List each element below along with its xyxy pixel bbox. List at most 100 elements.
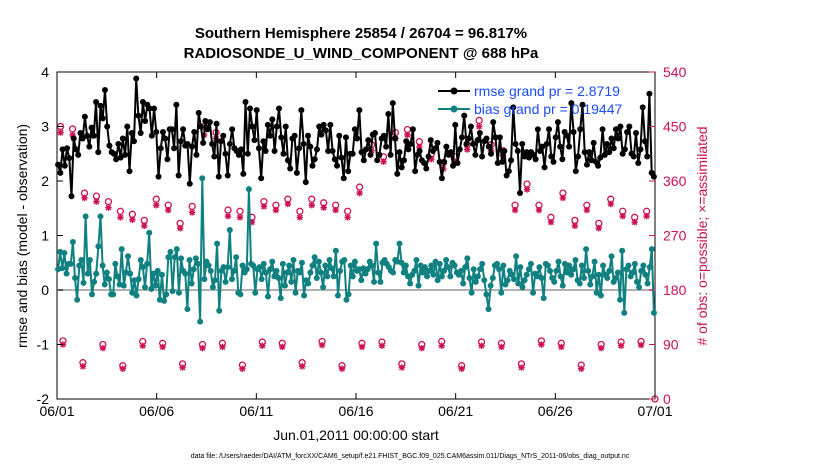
bias-data-point	[192, 255, 199, 262]
bias-data-point	[530, 289, 537, 296]
bias-data-point	[525, 266, 532, 273]
rmse-data-point	[57, 169, 64, 176]
rmse-data-point	[365, 137, 372, 144]
bias-data-point	[608, 253, 615, 260]
obs-assimilated-marker	[93, 198, 100, 205]
bias-data-point	[182, 270, 189, 277]
bias-data-point	[347, 262, 354, 269]
bias-data-point	[237, 291, 244, 298]
asterisk-stroke	[548, 219, 554, 226]
asterisk-stroke	[299, 363, 306, 370]
rmse-data-point	[68, 193, 75, 200]
asterisk-stroke	[139, 342, 146, 349]
bias-data-point	[129, 289, 136, 296]
bias-data-point	[226, 227, 233, 234]
obs-assimilated-marker	[81, 194, 88, 202]
rmse-data-point	[463, 140, 470, 147]
bias-data-point	[169, 288, 176, 295]
bias-data-point	[489, 275, 496, 282]
bias-data-point	[576, 280, 583, 287]
obs-assimilated-marker	[643, 212, 650, 220]
rmse-data-point	[586, 149, 593, 156]
bias-data-point	[243, 266, 250, 273]
asterisk-stroke	[476, 123, 483, 130]
bias-data-point	[515, 280, 522, 287]
rmse-data-point	[159, 128, 166, 135]
rmse-data-point	[93, 98, 100, 105]
obs-assimilated-marker	[99, 344, 107, 352]
series-lines	[55, 75, 657, 325]
bias-data-point	[152, 282, 159, 289]
bias-data-point	[640, 262, 647, 269]
rmse-data-point	[563, 132, 570, 139]
y-right-tick-label: 450	[663, 119, 687, 135]
rmse-data-point	[392, 135, 399, 142]
bias-data-point	[281, 282, 288, 289]
asterisk-stroke	[57, 129, 64, 136]
rmse-data-point	[124, 123, 131, 130]
bias-data-point	[527, 260, 534, 267]
rmse-data-point	[128, 130, 135, 137]
rmse-data-point	[213, 120, 220, 127]
obs-assimilated-marker	[358, 343, 366, 351]
rmse-data-point	[264, 121, 271, 128]
obs-assimilated-marker	[117, 214, 124, 221]
obs-assimilated-marker	[179, 364, 186, 371]
rmse-data-point	[572, 168, 579, 175]
asterisk-stroke	[165, 207, 172, 213]
rmse-data-point	[517, 189, 524, 196]
rmse-data-point	[215, 173, 222, 180]
rmse-data-point	[224, 172, 231, 179]
rmse-data-point	[126, 168, 133, 175]
rmse-data-point	[458, 134, 465, 141]
bias-data-point	[591, 258, 598, 265]
rmse-data-point	[490, 119, 497, 126]
obs-assimilated-marker	[272, 206, 280, 214]
rmse-data-point	[389, 100, 396, 107]
asterisk-stroke	[631, 219, 638, 226]
rmse-data-point	[476, 130, 483, 137]
bias-data-point	[318, 269, 325, 276]
bias-data-point	[521, 277, 528, 284]
rmse-data-point	[336, 132, 343, 139]
obs-assimilated-marker	[535, 206, 543, 214]
rmse-data-point	[485, 143, 492, 150]
rmse-data-point	[95, 149, 102, 156]
rmse-data-point	[394, 170, 401, 177]
bias-data-point	[199, 175, 206, 182]
obs-assimilated-marker	[511, 206, 519, 214]
bias-data-point	[510, 276, 517, 283]
bias-data-point	[373, 240, 380, 247]
rmse-data-point	[200, 139, 207, 146]
x-axis-label: Jun.01,2011 00:00:00 start	[273, 427, 439, 443]
bias-data-point	[540, 295, 547, 302]
bias-data-point	[487, 282, 494, 289]
rmse-data-point	[273, 123, 280, 130]
rmse-data-point	[249, 123, 256, 130]
bias-data-point	[301, 292, 308, 299]
bias-data-point	[214, 240, 221, 247]
bias-data-point	[195, 260, 202, 267]
rmse-data-point	[195, 109, 202, 116]
y-tick-label: 0	[41, 282, 49, 298]
rmse-data-point	[311, 156, 318, 163]
obs-assimilated-marker	[404, 131, 411, 139]
rmse-data-point	[639, 104, 646, 111]
bias-data-point	[572, 257, 579, 264]
bias-data-point	[188, 280, 195, 287]
rmse-data-point	[186, 180, 193, 187]
legend-bias-marker	[450, 105, 458, 113]
rmse-data-point	[162, 135, 169, 142]
asterisk-stroke	[141, 222, 148, 229]
y-tick-label: 2	[41, 173, 49, 189]
asterisk-stroke	[618, 342, 625, 349]
asterisk-stroke	[105, 204, 112, 211]
asterisk-stroke	[638, 342, 644, 349]
rmse-data-point	[276, 105, 283, 112]
rmse-data-point	[441, 158, 448, 165]
bias-data-point	[222, 278, 229, 285]
rmse-data-point	[146, 105, 153, 112]
bias-data-point	[606, 267, 613, 274]
rmse-data-point	[171, 145, 178, 152]
rmse-data-point	[155, 173, 162, 180]
